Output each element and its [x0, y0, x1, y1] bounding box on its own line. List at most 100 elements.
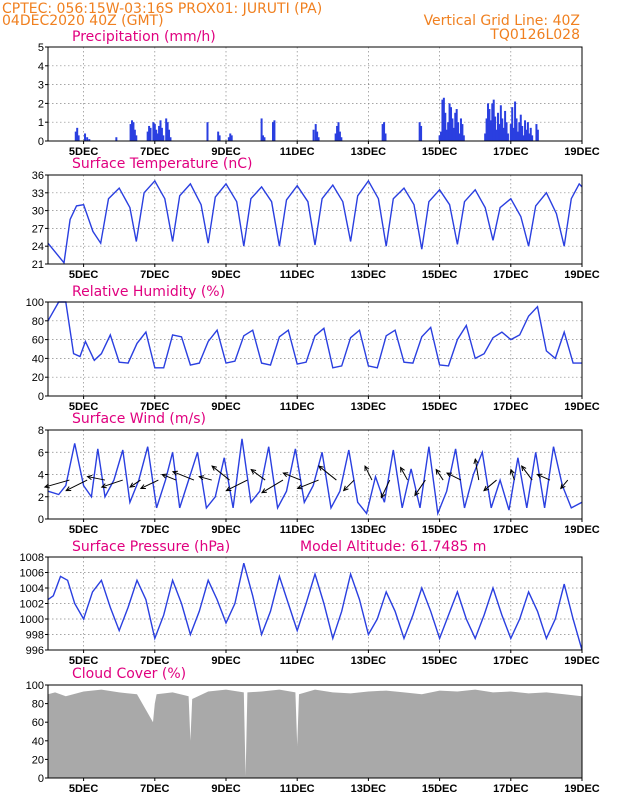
precip-bar: [485, 118, 488, 141]
rh-xtick-label: 17DEC: [493, 401, 529, 413]
precip-bar: [169, 137, 172, 141]
wind-ytick-label: 6: [38, 447, 44, 459]
precip-bar: [159, 120, 162, 141]
temp-frame: [47, 174, 583, 265]
precip-bar: [502, 127, 505, 141]
precip-bar: [420, 125, 423, 141]
wind-arrowhead: [483, 485, 489, 492]
wind-arrowhead: [400, 466, 405, 473]
wind-arrow: [87, 476, 106, 481]
rh-frame: [47, 301, 583, 397]
rh-ytick-label: 80: [32, 316, 44, 328]
precip-bar: [492, 99, 495, 141]
wind-arrowhead: [318, 465, 324, 471]
wind-arrow: [435, 469, 444, 481]
wind-xtick-label: 15DEC: [422, 524, 458, 536]
wind-ytick-label: 4: [38, 470, 44, 482]
precip-bar: [217, 131, 220, 141]
precip-bar: [77, 135, 80, 141]
cloud-xtick-label: 5DEC: [69, 783, 98, 795]
precip-bar: [218, 135, 221, 141]
press-xtick-label: 11DEC: [280, 655, 315, 667]
wind-arrowhead: [445, 472, 452, 478]
rh-xtick-label: 11DEC: [280, 401, 315, 413]
press-ytick-label: 1004: [20, 583, 44, 595]
precip-xtick-label: 17DEC: [493, 146, 529, 158]
wind-arrow: [140, 479, 159, 489]
wind-arrow: [318, 465, 337, 481]
precip-xtick-label: 11DEC: [280, 146, 315, 158]
precip-bar: [461, 124, 464, 141]
wind-arrowhead: [473, 457, 479, 465]
wind-ytick-label: 2: [38, 492, 44, 504]
precip-bar: [271, 122, 274, 141]
cloud-xtick-label: 13DEC: [351, 783, 387, 795]
temp-ytick-label: 24: [32, 241, 44, 253]
precip-bar: [518, 122, 521, 141]
precip-bar: [515, 118, 518, 141]
press-ytick-label: 1008: [20, 552, 44, 564]
precip-bar: [528, 133, 531, 141]
precip-bar: [514, 101, 517, 141]
wind-arrow: [560, 479, 569, 489]
temp-ytick-label: 21: [32, 259, 44, 271]
cloud-xtick-label: 9DEC: [211, 783, 240, 795]
wind-arrow: [101, 479, 123, 488]
precip-bar: [74, 131, 77, 141]
rh-ytick-label: 40: [32, 353, 44, 365]
temp-series-line: [47, 179, 583, 265]
precip-bar: [487, 103, 490, 141]
press-ytick-label: 996: [26, 645, 44, 657]
precip-xtick-label: 15DEC: [422, 146, 458, 158]
precip-bar: [535, 124, 538, 141]
wind-arrow: [65, 479, 88, 492]
wind-arrowhead: [225, 486, 232, 492]
pressure-title: Surface Pressure (hPa): [72, 539, 230, 555]
wind-arrowhead: [435, 468, 441, 475]
cloud-ytick-label: 40: [32, 736, 44, 748]
precip-bar: [484, 133, 487, 141]
precip-bar: [166, 122, 169, 141]
precip-bar: [498, 124, 501, 141]
precip-bar: [449, 107, 452, 141]
wind-xtick-label: 9DEC: [211, 524, 240, 536]
wind-arrowhead: [171, 470, 178, 476]
precip-bar: [149, 127, 152, 141]
wind-xtick-label: 7DEC: [140, 524, 169, 536]
precip-bar: [337, 122, 340, 141]
rh-title: Relative Humidity (%): [72, 284, 225, 300]
press-xtick-label: 5DEC: [69, 655, 98, 667]
header-datetime: 04DEC2020 40Z (GMT): [2, 13, 164, 29]
precip-bar: [496, 112, 499, 141]
precip-bar: [516, 131, 519, 141]
precip-bar: [86, 137, 89, 141]
precip-bar: [524, 120, 527, 141]
wind-arrowhead: [380, 492, 386, 499]
precip-bar: [317, 137, 320, 141]
precip-bar: [501, 118, 504, 141]
precip-bar: [509, 124, 512, 141]
temp-ytick-label: 27: [32, 223, 44, 235]
cloud-ytick-label: 80: [32, 699, 44, 711]
precip-bar: [452, 127, 455, 141]
cloud-ytick-label: 0: [38, 773, 44, 785]
precip-bar: [229, 133, 232, 141]
precip-bar: [531, 135, 534, 141]
temp-xtick-label: 19DEC: [564, 269, 600, 281]
wind-arrow: [44, 479, 70, 488]
wind-arrow: [414, 479, 426, 496]
precip-bar: [88, 139, 91, 141]
precip-bar: [488, 109, 491, 141]
precip-bar: [156, 133, 159, 141]
rh-xtick-label: 13DEC: [351, 401, 387, 413]
wind-arrow: [510, 469, 515, 481]
press-panel: 996 998 1000 1002 1004 1006 1008 5DEC 7DEC 9DEC 11…: [20, 552, 600, 667]
precip-bar: [448, 103, 451, 141]
precip-bar: [512, 127, 515, 141]
precip-bar: [165, 118, 168, 141]
precip-bar: [334, 133, 337, 141]
rh-xtick-label: 7DEC: [140, 401, 169, 413]
rh-xtick-label: 15DEC: [422, 401, 458, 413]
precip-bar: [526, 122, 529, 141]
wind-arrowhead: [139, 484, 146, 489]
